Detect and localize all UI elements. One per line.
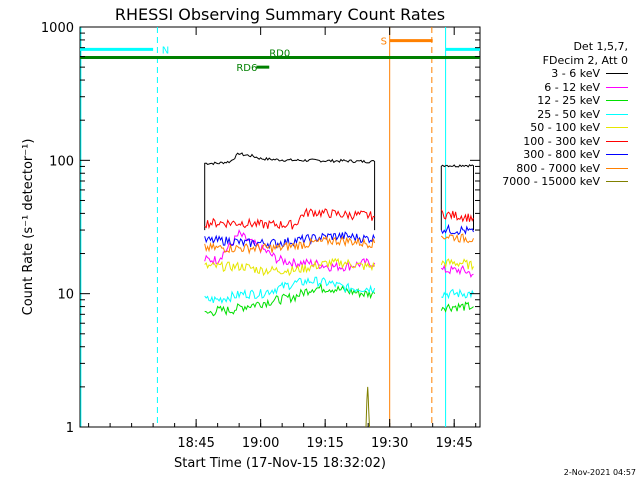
series-100to300keV [204, 207, 474, 230]
series-line-3-seg-0 [204, 276, 376, 305]
series-line-8-seg-0 [365, 386, 370, 428]
series-line-6-seg-0 [204, 231, 376, 250]
series-50to100keV [204, 257, 474, 277]
flag-label-n: N [162, 45, 169, 56]
x-tick-label-1: 19:00 [242, 436, 279, 451]
legend-item-2: 12 - 25 keV [458, 94, 628, 108]
legend-item-5: 100 - 300 keV [458, 135, 628, 149]
series-800to7000keV [204, 233, 474, 255]
series-300to800keV [204, 223, 474, 250]
legend-swatch-6 [606, 154, 628, 156]
series-7000to15000keV [365, 386, 370, 428]
legend-label-0: 3 - 6 keV [551, 67, 600, 80]
plot-frame [79, 26, 481, 428]
legend-swatch-8 [606, 181, 628, 183]
legend-label-7: 800 - 7000 keV [516, 161, 600, 175]
y-tick-label-0: 1 [66, 421, 74, 436]
series-line-6-seg-1 [440, 223, 474, 236]
y-axis-label: Count Rate (s⁻¹ detector⁻¹) [21, 139, 36, 316]
legend-swatch-1 [606, 86, 628, 88]
flag-label-s: S [381, 37, 387, 48]
series-line-7-seg-0 [204, 235, 376, 255]
legend-swatch-0 [606, 73, 628, 75]
x-tick-label-0: 18:45 [177, 436, 214, 451]
legend-header-decimation: FDecim 2, Att 0 [542, 53, 628, 67]
legend-swatch-3 [606, 113, 628, 115]
legend-item-3: 25 - 50 keV [458, 108, 628, 122]
x-tick-label-4: 19:45 [435, 436, 472, 451]
legend-item-0: 3 - 6 keV [458, 67, 628, 81]
series-25to50keV [204, 276, 474, 305]
legend-label-4: 50 - 100 keV [530, 121, 600, 134]
flag-label-rd6: RD6 [236, 63, 257, 74]
legend-item-7: 800 - 7000 keV [458, 162, 628, 176]
legend-item-6: 300 - 800 keV [458, 148, 628, 162]
series-line-7-seg-1 [440, 233, 474, 244]
legend-label-2: 12 - 25 keV [537, 94, 600, 107]
legend-swatch-7 [606, 167, 628, 169]
legend-header-detectors: Det 1,5,7, [573, 40, 628, 53]
legend-label-5: 100 - 300 keV [523, 134, 600, 148]
y-tick-label-2: 100 [49, 154, 74, 169]
series-line-4-seg-1 [440, 258, 474, 271]
series-line-5-seg-1 [440, 209, 474, 223]
generation-timestamp: 2-Nov-2021 04:57 [563, 468, 636, 477]
y-tick-label-1: 10 [57, 288, 74, 303]
legend-swatch-4 [606, 127, 628, 129]
legend-swatch-5 [606, 140, 628, 142]
x-axis-label: Start Time (17-Nov-15 18:32:02) [174, 456, 386, 471]
series-line-3-seg-1 [441, 288, 474, 300]
y-tick-label-3: 1000 [41, 21, 74, 36]
legend-label-8: 7000 - 15000 keV [502, 175, 600, 188]
series-line-0-seg-1 [440, 164, 474, 231]
series-12to25keV [204, 282, 474, 317]
legend-item-4: 50 - 100 keV [458, 121, 628, 135]
series-line-4-seg-0 [204, 257, 376, 277]
legend: Det 1,5,7, FDecim 2, Att 0 3 - 6 keV 6 - … [458, 40, 628, 189]
legend-label-3: 25 - 50 keV [537, 107, 600, 121]
legend-item-1: 6 - 12 keV [458, 81, 628, 95]
legend-label-1: 6 - 12 keV [544, 80, 600, 94]
chart-title: RHESSI Observing Summary Count Rates [115, 5, 445, 24]
series-line-2-seg-0 [204, 282, 376, 317]
legend-item-8: 7000 - 15000 keV [458, 175, 628, 189]
legend-swatch-2 [606, 100, 628, 102]
series-line-2-seg-1 [440, 301, 474, 313]
x-tick-label-2: 19:15 [306, 436, 343, 451]
series-line-5-seg-0 [204, 207, 375, 230]
x-tick-label-3: 19:30 [371, 436, 408, 451]
legend-label-6: 300 - 800 keV [523, 148, 600, 161]
series-line-1-seg-1 [440, 264, 474, 279]
series-line-0-seg-0 [204, 152, 376, 231]
series-3to6keV [204, 152, 474, 231]
flag-label-rd0: RD0 [269, 49, 290, 60]
